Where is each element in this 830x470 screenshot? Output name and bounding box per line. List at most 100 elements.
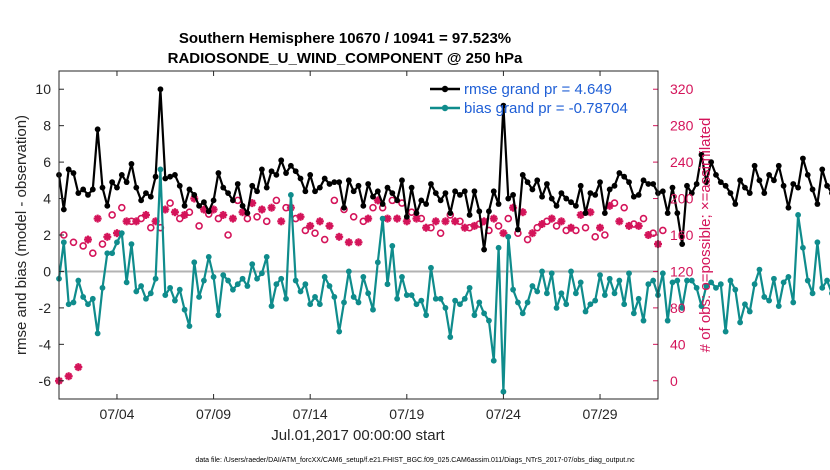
bias-point — [118, 230, 125, 237]
obs-assimilated-point — [267, 203, 276, 212]
bias-point — [732, 286, 739, 293]
rmse-point — [669, 184, 676, 191]
rmse-point — [225, 190, 231, 196]
x-tick-label: 07/14 — [293, 406, 328, 422]
bias-point — [365, 290, 372, 297]
obs-assimilated-point — [489, 214, 498, 223]
rmse-point — [104, 202, 111, 209]
rmse-point — [616, 170, 623, 176]
obs-assimilated-stroke — [296, 213, 305, 221]
bias-point — [428, 264, 434, 271]
obs-possible-point — [504, 214, 513, 223]
rmse-point — [239, 202, 246, 209]
bias-point — [413, 301, 420, 308]
obs-possible-point — [320, 235, 329, 244]
bias-point — [476, 299, 483, 306]
rmse-point — [403, 213, 410, 220]
bias-point — [147, 290, 154, 297]
bias-point — [529, 283, 536, 289]
bias-point — [331, 294, 338, 300]
obs-assimilated-point — [180, 210, 189, 219]
bias-point — [510, 286, 516, 293]
footer-data-file: data file: /Users/raeder/DAI/ATM_forcXX/… — [195, 457, 635, 464]
rmse-point — [302, 188, 309, 195]
bias-point — [326, 283, 333, 289]
obs-possible-point — [523, 235, 532, 244]
obs-assimilated-point — [306, 221, 315, 230]
rmse-point — [737, 177, 744, 184]
obs-possible-point — [253, 212, 261, 221]
obs-assimilated-stroke — [625, 222, 633, 230]
rmse-point — [795, 184, 801, 191]
bias-point — [756, 266, 763, 273]
bias-point — [167, 284, 174, 291]
bias-point — [674, 277, 681, 284]
bias-point — [568, 268, 574, 275]
y-right-tick-label: 240 — [670, 154, 694, 170]
bias-point — [437, 295, 444, 302]
bias-point — [534, 288, 541, 295]
bias-point — [258, 270, 265, 277]
obs-assimilated-stroke — [354, 238, 363, 246]
obs-assimilated-point — [547, 214, 556, 223]
bias-point — [60, 239, 67, 246]
rmse-point — [645, 181, 652, 187]
rmse-point — [316, 184, 323, 191]
bias-point — [452, 297, 459, 304]
rmse-point — [447, 210, 454, 217]
obs-assimilated-stroke — [316, 217, 324, 225]
bias-point — [225, 277, 231, 284]
obs-assimilated-point — [470, 221, 479, 230]
y-right-tick-label: 120 — [670, 263, 694, 279]
obs-possible-point — [89, 249, 97, 258]
bias-point — [548, 270, 555, 277]
obs-assimilated-point — [422, 223, 431, 232]
obs-possible-point — [224, 231, 232, 239]
rmse-point — [210, 197, 217, 204]
x-axis-label: Jul.01,2017 00:00:00 start — [271, 427, 445, 444]
y-tick-label: 4 — [43, 191, 51, 207]
bias-point — [389, 243, 396, 249]
rmse-point — [621, 173, 628, 180]
obs-assimilated-stroke — [103, 233, 111, 241]
bias-point — [679, 304, 686, 311]
bias-point — [75, 277, 82, 284]
rmse-point — [230, 197, 236, 204]
rmse-point — [437, 197, 444, 204]
rmse-point — [123, 179, 130, 186]
chart-title: Southern Hemisphere 10670 / 10941 = 97.5… — [179, 30, 511, 47]
obs-assimilated-point — [238, 208, 247, 217]
obs-assimilated-stroke — [210, 205, 218, 214]
plot-frame — [58, 70, 659, 400]
obs-assimilated-point — [596, 223, 605, 232]
rmse-point — [258, 166, 265, 173]
bias-point — [249, 261, 256, 268]
rmse-point — [693, 181, 700, 187]
bias-point — [278, 275, 285, 282]
rmse-point — [582, 210, 589, 217]
x-tick-label: 07/24 — [486, 406, 521, 422]
bias-point — [717, 281, 724, 288]
bias-point — [626, 270, 632, 277]
bias-point — [809, 290, 816, 297]
obs-assimilated-stroke — [567, 224, 575, 232]
bias-point — [186, 323, 193, 330]
obs-possible-point — [214, 214, 223, 223]
bias-point — [336, 328, 343, 335]
rmse-point — [181, 202, 188, 209]
bias-point — [471, 312, 478, 319]
obs-assimilated-stroke — [403, 217, 411, 225]
bias-point — [220, 272, 227, 278]
legend-bias-marker — [441, 104, 449, 112]
obs-assimilated-point — [354, 238, 363, 247]
bias-point — [302, 281, 309, 288]
rmse-point — [713, 171, 719, 178]
rmse-point — [355, 182, 362, 189]
bias-point — [601, 292, 608, 299]
rmse-point — [486, 208, 492, 215]
obs-assimilated-stroke — [113, 229, 121, 237]
y-right-tick-label: 320 — [670, 81, 694, 97]
rmse-point — [529, 186, 536, 193]
y-tick-label: 6 — [43, 154, 51, 170]
